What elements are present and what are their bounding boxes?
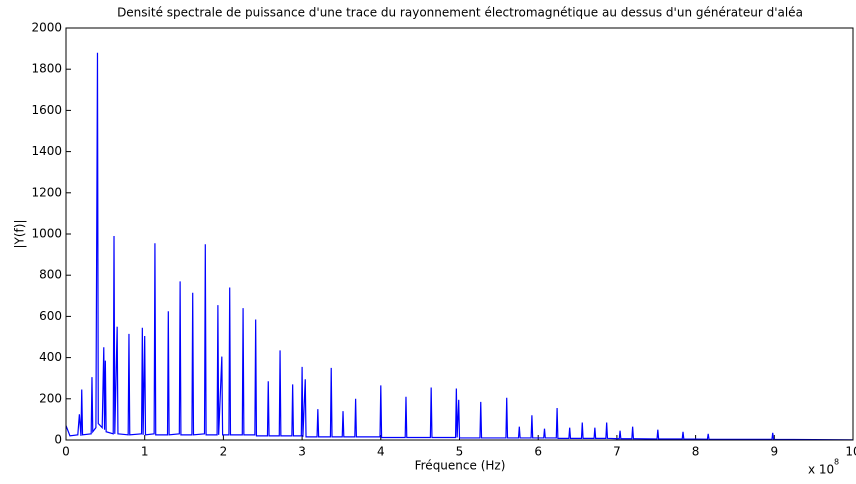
chart-title: Densité spectrale de puissance d'une tra… — [117, 6, 803, 20]
y-tick-label: 400 — [39, 350, 62, 364]
y-tick-label: 1600 — [31, 103, 62, 117]
y-tick-label: 1800 — [31, 62, 62, 76]
x-tick-label: 2 — [220, 445, 228, 459]
y-tick-label: 0 — [54, 433, 62, 447]
x-tick-label: 8 — [692, 445, 700, 459]
y-tick-label: 600 — [39, 309, 62, 323]
y-tick-label: 200 — [39, 391, 62, 405]
x-tick-label: 9 — [770, 445, 778, 459]
spectrum-line — [65, 52, 854, 441]
x-tick-label: 3 — [298, 445, 306, 459]
x-multiplier: x 10 — [808, 463, 834, 477]
x-tick-label: 10 — [845, 445, 856, 459]
x-tick-label: 6 — [534, 445, 542, 459]
x-tick-label: 0 — [62, 445, 70, 459]
y-tick-label: 800 — [39, 268, 62, 282]
x-tick-label: 5 — [456, 445, 464, 459]
y-tick-label: 1200 — [31, 185, 62, 199]
y-tick-label: 1400 — [31, 144, 62, 158]
x-multiplier-exponent: 8 — [834, 458, 839, 467]
x-tick-label: 1 — [141, 445, 149, 459]
y-tick-label: 1000 — [31, 227, 62, 241]
x-axis-label: Fréquence (Hz) — [415, 459, 506, 473]
y-axis-label: |Y(f)| — [13, 219, 27, 248]
x-tick-label: 7 — [613, 445, 621, 459]
y-tick-label: 2000 — [31, 21, 62, 35]
x-tick-label: 4 — [377, 445, 385, 459]
plot-frame — [65, 27, 854, 441]
